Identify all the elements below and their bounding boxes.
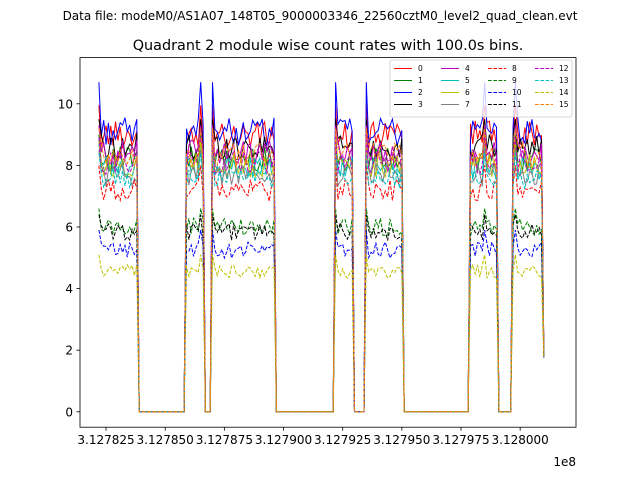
legend-label-10: 10 — [512, 88, 522, 97]
y-tick-label: 6 — [65, 221, 73, 235]
legend-label-8: 8 — [512, 64, 517, 73]
chart-title: Quadrant 2 module wise count rates with … — [133, 38, 524, 54]
series-line-14 — [98, 254, 545, 413]
y-axis: 0 2 4 6 8 10 — [58, 97, 80, 419]
legend-label-11: 11 — [512, 100, 522, 109]
y-tick-label: 10 — [58, 97, 73, 111]
x-tick-label: 3.127950 — [373, 433, 430, 447]
series-layer — [98, 82, 545, 413]
legend-label-4: 4 — [465, 64, 470, 73]
x-tick-label: 3.127975 — [432, 433, 489, 447]
y-tick-label: 0 — [65, 405, 73, 419]
legend-label-0: 0 — [418, 64, 423, 73]
x-tick-label: 3.127850 — [137, 433, 194, 447]
figure-suptitle: Data file: modeM0/AS1A07_148T05_90000033… — [63, 9, 578, 23]
x-tick-label: 3.128000 — [492, 433, 549, 447]
x-axis: 3.127825 3.127850 3.127875 3.127900 3.127925… — [77, 427, 549, 447]
legend-label-9: 9 — [512, 76, 517, 85]
legend-label-15: 15 — [559, 100, 569, 109]
axes-border — [79, 57, 577, 428]
axes-frame — [80, 57, 576, 428]
legend-label-7: 7 — [465, 100, 470, 109]
x-tick-label: 3.127875 — [196, 433, 253, 447]
y-tick-label: 8 — [65, 159, 73, 173]
plot-area — [79, 57, 577, 428]
legend-label-3: 3 — [418, 100, 423, 109]
legend-label-13: 13 — [559, 76, 569, 85]
y-tick-label: 2 — [65, 344, 73, 358]
x-tick-label: 3.127825 — [77, 433, 134, 447]
x-tick-label: 3.127925 — [314, 433, 371, 447]
x-offset-label: 1e8 — [553, 455, 576, 469]
legend-label-5: 5 — [465, 76, 470, 85]
y-tick-label: 4 — [65, 282, 73, 296]
legend-label-14: 14 — [559, 88, 569, 97]
x-tick-label: 3.127900 — [255, 433, 312, 447]
legend-label-2: 2 — [418, 88, 423, 97]
legend-label-12: 12 — [559, 64, 569, 73]
legend-label-1: 1 — [418, 76, 423, 85]
legend-box — [389, 59, 573, 118]
legend-label-6: 6 — [465, 88, 470, 97]
